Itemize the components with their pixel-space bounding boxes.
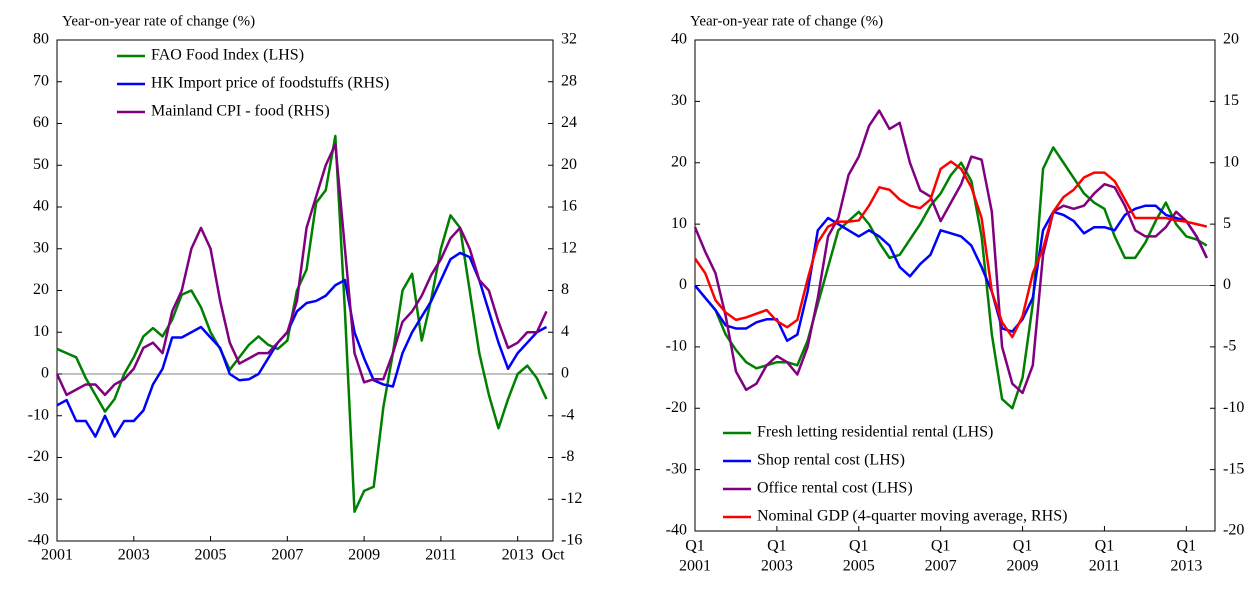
y-tick-label: 10 [671,215,687,232]
series-line [693,109,1208,395]
y-tick-label: -10 [666,338,687,355]
x-tick-label: 2011 [1089,558,1120,575]
y2-tick-label: 10 [1223,153,1239,170]
y-tick-label: -20 [666,399,687,416]
series-line [694,204,1208,342]
legend-label: Fresh letting residential rental (LHS) [757,424,993,441]
x-tick-label: Q1 [1177,538,1197,555]
x-tick-label: Oct [541,547,565,564]
y2-tick-label: -20 [1223,522,1244,539]
series-line [694,146,1208,410]
y-axis-title: Year-on-year rate of change (%) [62,13,255,29]
y-tick-label: 20 [671,153,687,170]
y-tick-label: 80 [33,31,49,48]
legend-label: Mainland CPI - food (RHS) [151,103,330,120]
x-tick-label: 2007 [271,547,303,564]
y-tick-label: 40 [33,198,49,215]
y2-tick-label: 0 [561,365,569,382]
x-tick-label: 2011 [425,547,456,564]
y-tick-label: 70 [33,72,49,89]
y-tick-label: 60 [33,114,49,131]
y-tick-label: 20 [33,281,49,298]
y2-tick-label: -12 [561,490,582,507]
y2-tick-label: 12 [561,239,577,256]
x-tick-label: 2005 [195,547,227,564]
x-tick-label: 2003 [761,558,793,575]
series-line [693,160,1208,339]
x-tick-label: Q1 [1013,538,1033,555]
x-tick-label: 2009 [348,547,380,564]
x-tick-label: 2001 [679,558,711,575]
y2-tick-label: 5 [1223,215,1231,232]
x-tick-label: Q1 [685,538,705,555]
series-line [56,134,548,514]
y-tick-label: 0 [679,276,687,293]
legend-label: Nominal GDP (4-quarter moving average, R… [757,508,1067,525]
legend-label: Shop rental cost (LHS) [757,452,905,469]
y2-tick-label: 16 [561,198,577,215]
y2-tick-label: 28 [561,72,577,89]
y-tick-label: -30 [28,490,49,507]
y-tick-label: 30 [671,92,687,109]
y-tick-label: 30 [33,239,49,256]
x-tick-label: Q1 [767,538,787,555]
x-tick-label: 2013 [502,547,534,564]
legend-label: FAO Food Index (LHS) [151,47,304,64]
y2-tick-label: -4 [561,406,574,423]
x-tick-label: 2013 [1170,558,1202,575]
y-tick-label: 0 [41,365,49,382]
y2-tick-label: -8 [561,448,574,465]
x-tick-label: 2009 [1007,558,1039,575]
chart-panel: Year-on-year rate of change (%) -40 -30 -20… [666,13,1245,574]
y2-tick-label: 15 [1223,92,1239,109]
y-tick-label: -10 [28,406,49,423]
y-tick-label: -40 [666,522,687,539]
series-line [56,251,548,438]
y-tick-label: -20 [28,448,49,465]
y2-tick-label: 0 [1223,276,1231,293]
x-tick-label: Q1 [931,538,951,555]
y2-tick-label: 32 [561,31,577,48]
x-tick-label: Q1 [1095,538,1115,555]
y2-tick-label: -16 [561,532,582,549]
y2-tick-label: 4 [561,323,569,340]
y2-tick-label: -5 [1223,338,1236,355]
legend-label: HK Import price of foodstuffs (RHS) [151,75,389,92]
x-tick-label: 2003 [118,547,150,564]
series-line [55,143,548,397]
y2-tick-label: -10 [1223,399,1244,416]
y-tick-label: 40 [671,31,687,48]
y2-tick-label: 24 [561,114,577,131]
x-tick-label: Q1 [849,538,869,555]
y-tick-label: 50 [33,156,49,173]
y-tick-label: -30 [666,460,687,477]
y2-tick-label: 20 [1223,31,1239,48]
y2-tick-label: 20 [561,156,577,173]
chart-panel: Year-on-year rate of change (%)-40-30-20… [28,13,583,563]
legend-label: Office rental cost (LHS) [757,480,913,497]
y-tick-label: -40 [28,532,49,549]
y-axis-title: Year-on-year rate of change (%) [690,13,883,29]
y2-tick-label: -15 [1223,460,1244,477]
y2-tick-label: 8 [561,281,569,298]
x-tick-label: 2007 [925,558,957,575]
y-tick-label: 10 [33,323,49,340]
x-tick-label: 2005 [843,558,875,575]
x-tick-label: 2001 [41,547,73,564]
